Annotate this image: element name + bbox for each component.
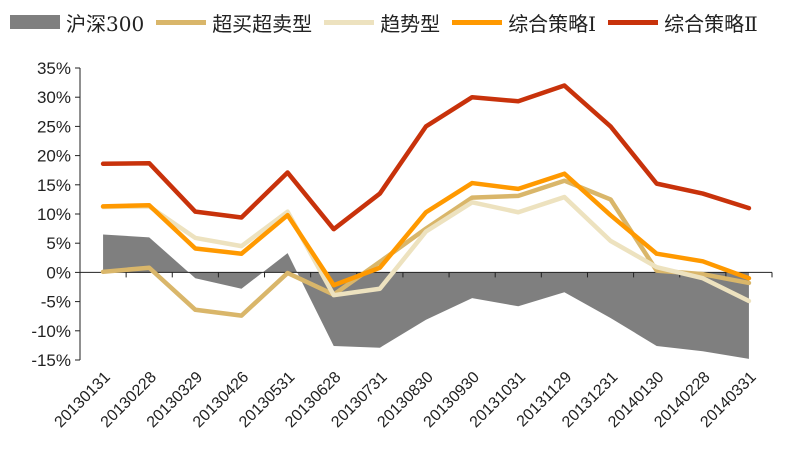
y-tick-label: 15% [37, 176, 71, 195]
y-tick-label: 25% [37, 117, 71, 136]
legend-label-strategy-1: 综合策略Ⅰ [508, 11, 597, 36]
y-tick-label: 35% [37, 59, 71, 78]
y-tick-label: 20% [37, 147, 71, 166]
legend-item-strategy-2: 综合策略Ⅱ [608, 8, 758, 37]
y-tick-label: 0% [46, 263, 71, 282]
y-tick-label: 10% [37, 205, 71, 224]
chart-legend: 沪深300 超买超卖型 趋势型 综合策略Ⅰ 综合策略Ⅱ [10, 4, 770, 40]
y-tick-label: 30% [37, 88, 71, 107]
legend-label-overbought-oversold: 超买超卖型 [212, 11, 313, 36]
legend-item-strategy-1: 综合策略Ⅰ [452, 8, 596, 37]
line-series-strategy-1 [100, 171, 752, 288]
legend-item-overbought-oversold: 超买超卖型 [156, 8, 312, 37]
legend-swatch-strategy-2 [608, 19, 659, 25]
y-tick-label: 5% [46, 234, 71, 253]
area-series-hs300 [103, 234, 749, 359]
legend-label-strategy-2: 综合策略Ⅱ [664, 11, 758, 36]
y-tick-label: -5% [41, 293, 71, 312]
y-tick-label: -10% [31, 322, 71, 341]
legend-swatch-trend [324, 19, 375, 25]
legend-swatch-overbought-oversold [156, 19, 207, 25]
line-series-strategy-2 [100, 83, 752, 232]
legend-swatch-hs300 [10, 15, 60, 29]
legend-label-hs300: 沪深300 [66, 11, 145, 36]
y-tick-label: -15% [31, 351, 71, 370]
legend-swatch-strategy-1 [452, 19, 503, 25]
line-series-overbought-oversold [100, 178, 752, 318]
legend-item-trend: 趋势型 [324, 8, 440, 37]
legend-item-hs300: 沪深300 [10, 8, 144, 37]
legend-label-trend: 趋势型 [380, 11, 441, 36]
line-series-trend [100, 194, 752, 304]
